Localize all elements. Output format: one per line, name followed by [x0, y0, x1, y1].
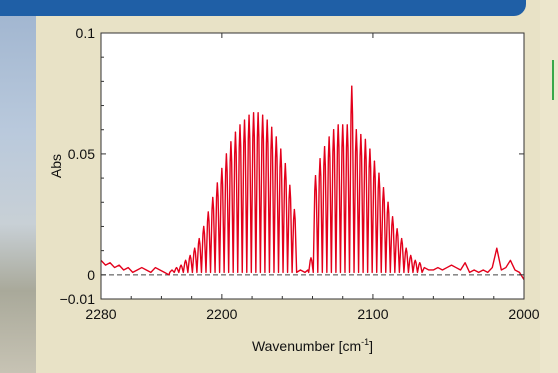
spectrum-peak-point: [323, 146, 326, 148]
spectrum-peak-point: [414, 259, 416, 261]
spectrum-peak-point: [212, 196, 214, 199]
spectrum-peak-point: [337, 124, 339, 126]
spectrum-peak-point: [234, 131, 237, 133]
spectrum-peak-point: [225, 153, 227, 155]
y-tick-label: 0.05: [68, 146, 95, 162]
spectrum-peak-point: [248, 114, 250, 116]
spectrum-peak-point: [280, 148, 282, 150]
spectrum-peak-point: [262, 114, 264, 116]
spectrum-peak-point: [410, 254, 412, 257]
x-axis-label: Wavenumber [cm-1]: [252, 337, 373, 354]
spectrum-peak-point: [351, 85, 353, 87]
x-tick-label: 2000: [508, 306, 539, 322]
spectrum-peak-point: [207, 211, 209, 213]
spectrum-peak-point: [185, 259, 187, 261]
spectrum-peak-point: [369, 148, 371, 150]
spectrum-peak-point: [342, 124, 344, 126]
spectrum-peak-point: [346, 124, 348, 126]
right-margin-strip: [540, 0, 558, 373]
spectrum-peak-point: [271, 126, 273, 128]
spectrum-peak-point: [266, 119, 268, 121]
spectrum-peak-point: [328, 136, 330, 138]
spectrum-peak-point: [396, 228, 398, 230]
spectrum-peak-point: [405, 247, 407, 249]
spectrum-peak-point: [293, 208, 295, 211]
spectrum-peak-point: [378, 172, 380, 174]
spectrum-peak-point: [289, 184, 291, 186]
spectrum-peak-point: [419, 262, 421, 264]
x-axis-label-end: ]: [369, 338, 373, 354]
spectrum-peak-point: [364, 138, 366, 140]
spectrum-chart: 2280 2200 2100 2000 −0.01 0 0.05 0.1 Abs Wavenu…: [48, 25, 540, 354]
spectrum-peak-point: [171, 269, 173, 271]
spectrum-peak-point: [275, 136, 277, 138]
spectrum-peak-point: [203, 225, 205, 228]
spectrum-peak-point: [198, 237, 200, 240]
spectrum-peak-point: [373, 160, 376, 162]
y-tick-label: −0.01: [60, 291, 96, 307]
spectrum-series-line: [100, 85, 525, 281]
header-bar: [0, 0, 526, 16]
spectrum-peak-point: [216, 182, 218, 184]
x-tick-label: 2200: [206, 306, 237, 322]
y-axis-label: Abs: [48, 154, 64, 178]
spectrum-peak-point: [314, 175, 317, 177]
spectrum-peak-point: [360, 133, 362, 136]
spectrum-peak-point: [319, 158, 321, 160]
spectrum-peak-point: [257, 112, 259, 114]
spectrum-peak-point: [333, 129, 335, 131]
x-axis-label-superscript: -1: [361, 337, 369, 347]
right-accent-mark: [552, 60, 554, 100]
x-axis-label-main: Wavenumber [cm: [252, 338, 361, 354]
spectrum-peak-point: [221, 167, 223, 170]
spectrum-peak-point: [239, 124, 241, 126]
spectrum-peak-point: [189, 254, 191, 257]
x-tick-label: 2100: [357, 306, 388, 322]
spectrum-peak-point: [382, 187, 385, 189]
background-photo-strip: [0, 0, 36, 373]
spectrum-peak-point: [230, 141, 232, 143]
spectrum-peak-point: [284, 162, 286, 165]
spectrum-peak-point: [243, 119, 246, 121]
spectrum-peak-point: [175, 266, 178, 269]
plot-area: [101, 33, 524, 299]
spectrum-peak-point: [180, 264, 182, 266]
spectrum-peak-point: [387, 201, 389, 203]
spectrum-peak-point: [194, 247, 196, 249]
spectrum-peak-point: [391, 216, 394, 218]
x-tick-label: 2280: [85, 306, 116, 322]
y-tick-label: 0.1: [76, 25, 96, 41]
spectrum-peak-point: [310, 257, 312, 259]
spectrum-peak-point: [252, 112, 255, 114]
spectrum-peak-point: [355, 129, 357, 131]
spectrum-peak-point: [401, 237, 403, 240]
y-tick-label: 0: [87, 267, 95, 283]
chart-panel: 2280 2200 2100 2000 −0.01 0 0.05 0.1 Abs Wavenu…: [36, 16, 540, 373]
